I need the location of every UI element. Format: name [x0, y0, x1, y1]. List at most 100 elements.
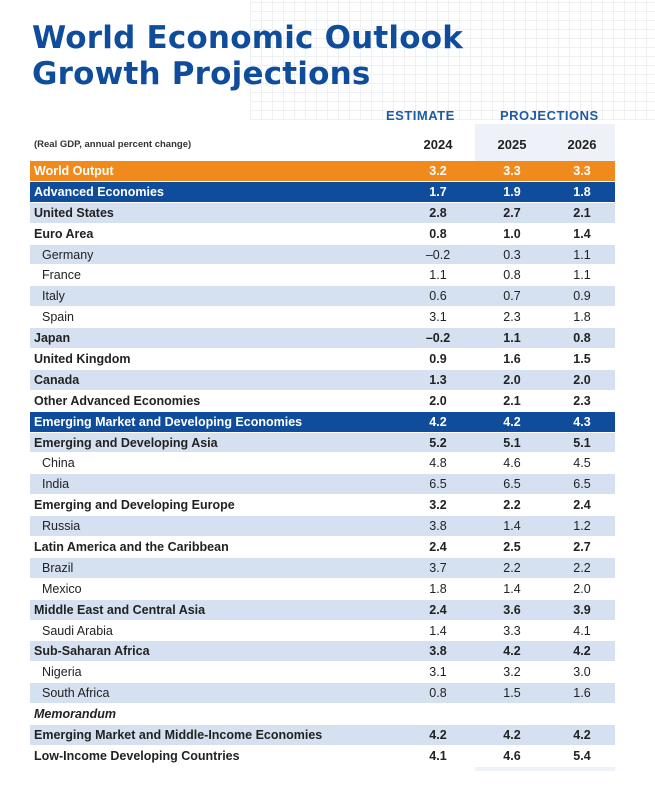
table-row: Other Advanced Economies 2.0 2.1 2.3 [30, 390, 615, 412]
row-label: Russia [42, 519, 81, 534]
row-label: Other Advanced Economies [34, 393, 201, 408]
value-2026: 4.5 [573, 456, 591, 471]
projections-header: PROJECTIONS [500, 108, 599, 123]
value-2026: 1.2 [573, 519, 591, 534]
growth-projections-table: World Output 3.2 3.3 3.3 Advanced Economies 1… [30, 161, 615, 767]
table-row: Emerging Market and Developing Economies… [30, 411, 615, 433]
row-label: Euro Area [34, 226, 94, 241]
value-2024: 5.2 [429, 435, 447, 450]
value-2024: 1.3 [429, 372, 447, 387]
value-2025: 2.2 [503, 498, 521, 513]
table-row: Brazil 3.7 2.2 2.2 [30, 557, 615, 579]
row-label: Nigeria [42, 665, 82, 680]
value-2026: 4.1 [573, 623, 591, 638]
table-row: Middle East and Central Asia 2.4 3.6 3.9 [30, 599, 615, 621]
value-2024: 2.8 [429, 205, 447, 220]
value-2026: 2.0 [573, 581, 591, 596]
value-2024: 3.1 [429, 665, 447, 680]
value-2025: 2.1 [503, 393, 521, 408]
value-2024: 6.5 [429, 477, 447, 492]
row-label: Memorandum [34, 707, 116, 722]
table-row: Emerging Market and Middle-Income Econom… [30, 725, 615, 746]
value-2024: 0.8 [429, 686, 447, 701]
value-2026: 3.3 [573, 164, 591, 178]
value-2024: 3.2 [429, 164, 447, 178]
value-2025: 3.6 [503, 602, 521, 617]
estimate-header: ESTIMATE [386, 108, 455, 123]
table-row: United States 2.8 2.7 2.1 [30, 202, 615, 224]
row-label: Canada [34, 372, 80, 387]
row-label: Emerging and Developing Asia [34, 435, 218, 450]
table-row: Sub-Saharan Africa 3.8 4.2 4.2 [30, 641, 615, 663]
value-2025: 2.3 [503, 310, 521, 325]
table-row: Emerging and Developing Europe 3.2 2.2 2.4 [30, 495, 615, 517]
title-line-1: World Economic Outlook [32, 20, 464, 56]
value-2025: 5.1 [503, 435, 521, 450]
value-2025: 2.2 [503, 560, 521, 575]
value-2026: 1.1 [573, 247, 591, 262]
table-row: Advanced Economies 1.7 1.9 1.8 [30, 181, 615, 203]
value-2026: 1.8 [573, 184, 591, 199]
value-2026: 1.8 [573, 310, 591, 325]
year-header-2025: 2025 [497, 137, 527, 152]
value-2025: 4.2 [503, 728, 521, 743]
row-label: Middle East and Central Asia [34, 602, 206, 617]
value-2024: 3.8 [429, 519, 447, 534]
value-2024: 3.1 [429, 310, 447, 325]
value-2024: 4.8 [429, 456, 447, 471]
row-label: Mexico [42, 581, 82, 596]
value-2024: 1.1 [429, 268, 447, 283]
value-2026: 2.7 [573, 540, 591, 555]
table-row: United Kingdom 0.9 1.6 1.5 [30, 349, 615, 370]
value-2024: 0.8 [429, 226, 447, 241]
value-2025: 1.1 [503, 331, 521, 346]
value-2026: 3.9 [573, 602, 591, 617]
table-row: Japan –0.2 1.1 0.8 [30, 328, 615, 350]
value-2024: 0.6 [429, 289, 447, 304]
value-2024: 1.8 [429, 581, 447, 596]
value-2025: 4.2 [503, 644, 521, 659]
background-grid-decoration [250, 0, 655, 120]
value-2024: 4.2 [429, 414, 447, 429]
value-2025: 2.5 [503, 540, 521, 555]
table-row: Mexico 1.8 1.4 2.0 [30, 578, 615, 600]
value-2025: 0.7 [503, 289, 521, 304]
value-2026: 1.1 [573, 268, 591, 283]
value-2024: –0.2 [425, 331, 451, 346]
title-line-2: Growth Projections [32, 56, 371, 92]
table-row: Russia 3.8 1.4 1.2 [30, 516, 615, 538]
value-2025: 3.3 [503, 623, 521, 638]
value-2026: 5.1 [573, 435, 591, 450]
row-label: World Output [34, 164, 114, 178]
value-2024: 2.4 [429, 602, 447, 617]
value-2026: 1.4 [573, 226, 591, 241]
table-row: India 6.5 6.5 6.5 [30, 474, 615, 496]
value-2025: 6.5 [503, 477, 521, 492]
table-row: Nigeria 3.1 3.2 3.0 [30, 662, 615, 684]
row-label: China [42, 456, 75, 471]
value-2024: –0.2 [425, 247, 451, 262]
table-row: Canada 1.3 2.0 2.0 [30, 369, 615, 391]
year-header-2026: 2026 [567, 137, 597, 152]
row-label: Advanced Economies [34, 184, 164, 199]
table-row: Emerging and Developing Asia 5.2 5.1 5.1 [30, 432, 615, 454]
value-2025: 2.7 [503, 205, 521, 220]
value-2025: 3.3 [503, 164, 521, 178]
value-2025: 4.2 [503, 414, 521, 429]
value-2025: 1.5 [503, 686, 521, 701]
table-row: Memorandum [30, 704, 615, 726]
row-label: Germany [42, 247, 94, 262]
table-row: France 1.1 0.8 1.1 [30, 265, 615, 287]
value-2025: 1.4 [503, 581, 521, 596]
value-2024: 4.2 [429, 728, 447, 743]
row-label: Saudi Arabia [42, 623, 113, 638]
row-label: Latin America and the Caribbean [34, 540, 229, 555]
table-row: China 4.8 4.6 4.5 [30, 453, 615, 475]
row-label: Japan [34, 331, 71, 346]
table-row: Saudi Arabia 1.4 3.3 4.1 [30, 620, 615, 642]
value-2026: 4.2 [573, 728, 591, 743]
value-2026: 1.5 [573, 352, 591, 367]
row-label: South Africa [42, 686, 110, 701]
value-2024: 2.4 [429, 540, 447, 555]
value-2024: 4.1 [429, 748, 447, 763]
